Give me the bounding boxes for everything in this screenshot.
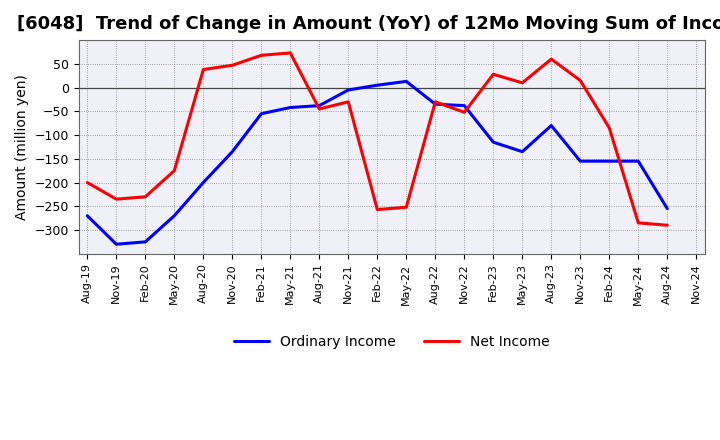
Ordinary Income [199, 180, 207, 185]
Ordinary Income [170, 213, 179, 218]
Ordinary Income [518, 149, 526, 154]
Line: Ordinary Income: Ordinary Income [87, 81, 667, 244]
Ordinary Income [547, 123, 556, 128]
Ordinary Income [489, 139, 498, 145]
Net Income [141, 194, 150, 199]
Net Income [83, 180, 91, 185]
Ordinary Income [663, 206, 672, 211]
Ordinary Income [576, 158, 585, 164]
Net Income [112, 197, 121, 202]
Ordinary Income [315, 103, 324, 108]
Net Income [315, 106, 324, 112]
Line: Net Income: Net Income [87, 53, 667, 225]
Net Income [663, 223, 672, 228]
Net Income [460, 110, 469, 115]
Net Income [344, 99, 353, 104]
Ordinary Income [634, 158, 643, 164]
Ordinary Income [228, 149, 237, 154]
Net Income [431, 99, 440, 104]
Net Income [518, 80, 526, 85]
Net Income [199, 67, 207, 72]
Ordinary Income [344, 87, 353, 92]
Net Income [634, 220, 643, 226]
Title: [6048]  Trend of Change in Amount (YoY) of 12Mo Moving Sum of Incomes: [6048] Trend of Change in Amount (YoY) o… [17, 15, 720, 33]
Ordinary Income [257, 111, 266, 116]
Net Income [170, 168, 179, 173]
Ordinary Income [605, 158, 613, 164]
Ordinary Income [460, 103, 469, 108]
Ordinary Income [402, 79, 410, 84]
Ordinary Income [431, 102, 440, 107]
Net Income [286, 50, 294, 55]
Net Income [402, 205, 410, 210]
Ordinary Income [286, 105, 294, 110]
Ordinary Income [373, 83, 382, 88]
Ordinary Income [112, 242, 121, 247]
Net Income [489, 72, 498, 77]
Y-axis label: Amount (million yen): Amount (million yen) [15, 74, 29, 220]
Net Income [228, 62, 237, 68]
Net Income [373, 207, 382, 212]
Net Income [605, 125, 613, 131]
Legend: Ordinary Income, Net Income: Ordinary Income, Net Income [229, 329, 555, 354]
Net Income [576, 78, 585, 83]
Net Income [257, 53, 266, 58]
Ordinary Income [83, 213, 91, 218]
Ordinary Income [141, 239, 150, 245]
Net Income [547, 56, 556, 62]
